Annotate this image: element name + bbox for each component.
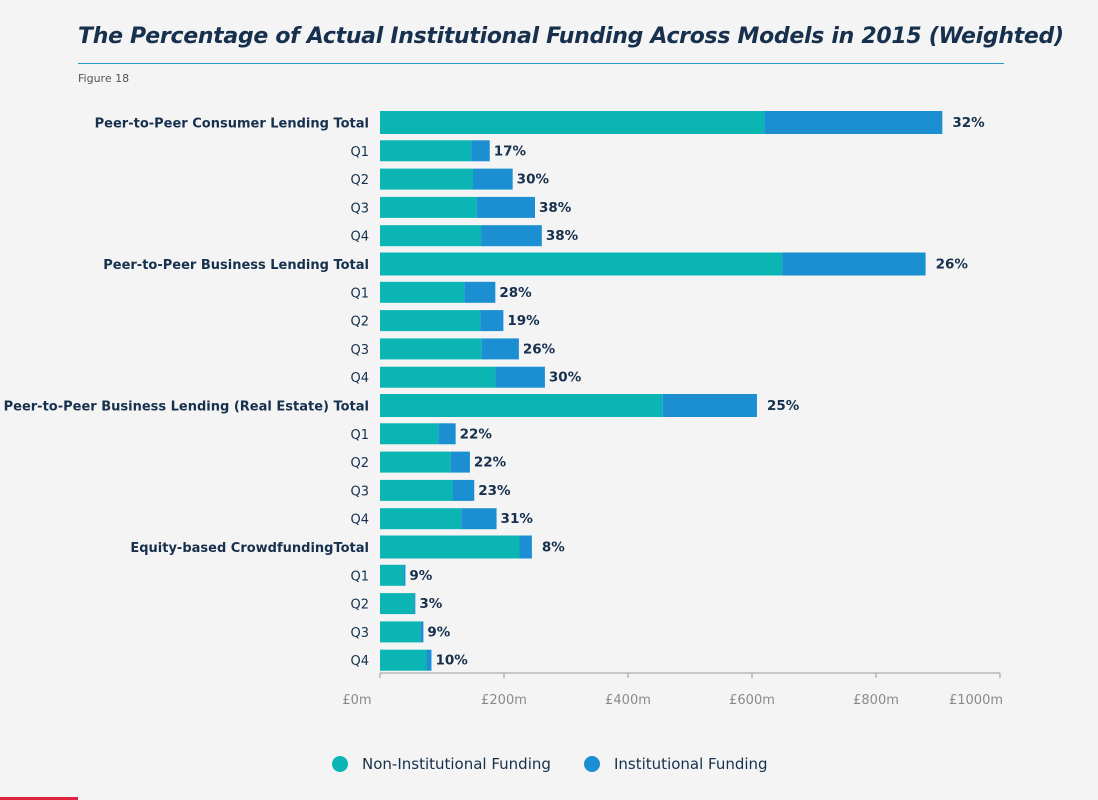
category-total-label: Peer-to-Peer Business Lending (Real Esta…: [4, 400, 369, 415]
category-quarter-label: Q3: [350, 626, 369, 641]
bar-institutional: [438, 423, 456, 445]
chart-title: The Percentage of Actual Institutional F…: [78, 24, 1064, 49]
bar-institutional: [480, 310, 504, 332]
bar-institutional: [476, 196, 535, 218]
category-quarter-label: Q2: [350, 173, 369, 188]
category-quarter-label: Q4: [350, 654, 369, 669]
bar-non-institutional: [380, 140, 472, 162]
data-label: 17%: [494, 143, 527, 159]
bar-institutional: [426, 649, 432, 671]
category-quarter-label: Q4: [350, 513, 369, 528]
bar-institutional: [495, 366, 545, 388]
data-label: 31%: [501, 511, 534, 527]
bar-non-institutional: [380, 338, 482, 360]
bar-institutional: [519, 535, 532, 559]
x-axis-tick-label: £400m: [605, 693, 651, 708]
data-label: 26%: [523, 341, 556, 357]
data-label: 38%: [546, 228, 579, 244]
category-quarter-label: Q4: [350, 371, 369, 386]
x-axis-tick-label: £600m: [729, 693, 775, 708]
bar-non-institutional: [380, 508, 462, 530]
bar-institutional: [464, 281, 496, 303]
bar-non-institutional: [380, 564, 404, 586]
category-total-label: Peer-to-Peer Business Lending Total: [103, 258, 369, 273]
bar-non-institutional: [380, 593, 415, 615]
bar-institutional: [420, 621, 424, 643]
bar-non-institutional: [380, 479, 453, 501]
category-quarter-label: Q3: [350, 484, 369, 499]
bar-non-institutional: [380, 252, 783, 276]
bar-non-institutional: [380, 310, 481, 332]
data-label: 28%: [499, 285, 532, 301]
data-label: 10%: [435, 653, 468, 669]
data-label: 8%: [542, 540, 565, 556]
bar-non-institutional: [380, 366, 496, 388]
bar-non-institutional: [380, 111, 765, 134]
category-quarter-label: Q4: [350, 230, 369, 245]
bar-institutional: [764, 111, 943, 134]
x-axis-tick-label: £0m: [342, 693, 371, 708]
data-label: 22%: [460, 426, 493, 442]
category-quarter-label: Q1: [350, 286, 369, 301]
bar-institutional: [461, 508, 497, 530]
bar-institutional: [403, 564, 406, 586]
data-label: 25%: [767, 398, 800, 414]
bar-institutional: [481, 338, 519, 360]
bar-non-institutional: [380, 621, 421, 643]
category-quarter-label: Q1: [350, 145, 369, 160]
bar-chart: Peer-to-Peer Consumer Lending Total 32% Q1…: [4, 111, 1003, 708]
bar-institutional: [782, 252, 926, 276]
bar-non-institutional: [380, 281, 465, 303]
category-quarter-label: Q1: [350, 569, 369, 584]
data-label: 23%: [478, 483, 511, 499]
category-quarter-label: Q3: [350, 201, 369, 216]
legend-label-institutional: Institutional Funding: [614, 755, 768, 773]
category-quarter-label: Q1: [350, 428, 369, 443]
data-label: 32%: [952, 115, 985, 131]
bar-non-institutional: [380, 225, 482, 247]
x-axis-tick-label: £1000m: [949, 693, 1003, 708]
legend-item-non-institutional: Non-Institutional Funding: [332, 752, 551, 776]
legend-item-institutional: Institutional Funding: [584, 752, 768, 776]
category-quarter-label: Q2: [350, 598, 369, 613]
category-quarter-label: Q2: [350, 456, 369, 471]
data-label: 9%: [409, 568, 432, 584]
legend-label-non-institutional: Non-Institutional Funding: [362, 755, 551, 773]
category-quarter-label: Q2: [350, 315, 369, 330]
data-label: 30%: [517, 172, 550, 188]
legend-swatch-non-institutional: [332, 756, 348, 772]
category-quarter-label: Q3: [350, 343, 369, 358]
bar-institutional: [452, 479, 475, 501]
figure-label: Figure 18: [78, 72, 130, 85]
bar-institutional: [450, 451, 470, 473]
data-label: 19%: [507, 313, 540, 329]
bar-institutional: [481, 225, 542, 247]
bar-non-institutional: [380, 535, 520, 559]
data-label: 38%: [539, 200, 572, 216]
legend: Non-Institutional Funding Institutional …: [0, 752, 1098, 776]
bar-non-institutional: [380, 451, 451, 473]
data-label: 26%: [936, 257, 969, 273]
bar-non-institutional: [380, 423, 439, 445]
title-rule: [78, 63, 1004, 64]
data-label: 30%: [549, 370, 582, 386]
bar-non-institutional: [380, 649, 427, 671]
bar-institutional: [471, 140, 490, 162]
bar-non-institutional: [380, 394, 663, 417]
x-axis-tick-label: £200m: [481, 693, 527, 708]
bar-non-institutional: [380, 196, 477, 218]
legend-swatch-institutional: [584, 756, 600, 772]
data-label: 9%: [427, 624, 450, 640]
bar-institutional: [414, 593, 416, 615]
x-axis-tick-label: £800m: [853, 693, 899, 708]
bar-institutional: [473, 168, 513, 190]
bar-non-institutional: [380, 168, 473, 190]
category-total-label: Peer-to-Peer Consumer Lending Total: [95, 117, 369, 132]
data-label: 3%: [419, 596, 442, 612]
bar-institutional: [662, 394, 757, 417]
bottom-accent-bar: [0, 797, 78, 800]
category-total-label: Equity-based CrowdfundingTotal: [130, 541, 369, 556]
data-label: 22%: [474, 455, 507, 471]
